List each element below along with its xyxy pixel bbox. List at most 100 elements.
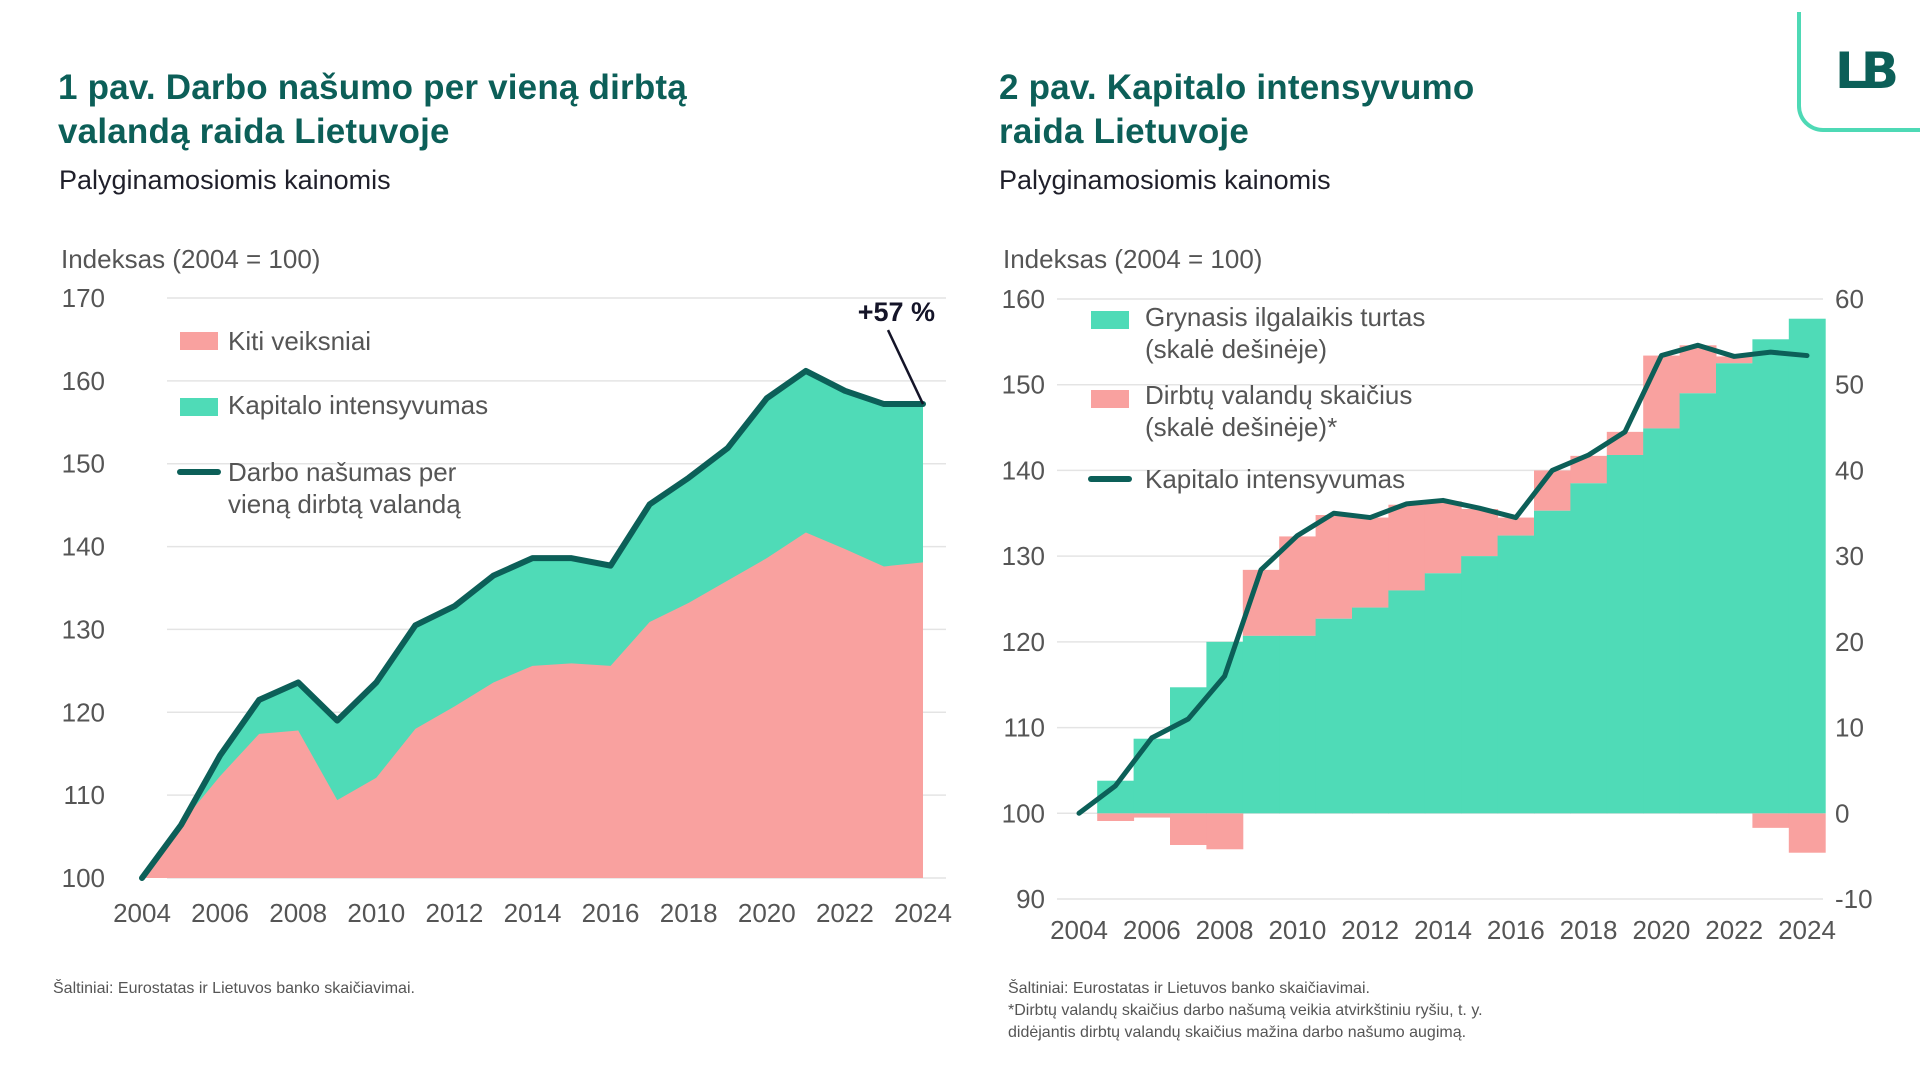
bar-dirbtu-valandu	[1606, 431, 1644, 455]
annotation-label: +57 %	[858, 297, 935, 327]
annotation-leader	[886, 329, 925, 405]
x-tick-label: 2010	[347, 898, 405, 928]
bar-grynasis-turtas	[1315, 618, 1353, 814]
y-tick-label-right: 40	[1835, 455, 1864, 485]
bar-dirbtu-valandu	[1315, 515, 1353, 619]
right-footnote-line: *Dirbtų valandų skaičius darbo našumą ve…	[1008, 1002, 1483, 1019]
y-tick-label-left: 120	[1002, 627, 1045, 657]
y-tick-label: 150	[62, 449, 105, 479]
left-chart: 100 110 120 130 140 150 160 170 2004 2006 2008 2010…	[62, 283, 952, 928]
y-tick-label-right: 30	[1835, 541, 1864, 571]
x-tick-label: 2012	[1341, 915, 1399, 945]
bar-grynasis-turtas	[1752, 339, 1790, 814]
bar-grynasis-turtas	[1788, 318, 1826, 814]
left-title-line2: valandą raida Lietuvoje	[58, 112, 450, 151]
bar-grynasis-turtas	[1388, 590, 1426, 814]
right-title-line1: 2 pav. Kapitalo intensyvumo	[999, 68, 1475, 107]
y-tick-label-left: 90	[1016, 884, 1045, 914]
x-tick-label: 2006	[1123, 915, 1181, 945]
legend-label: (skalė dešinėje)	[1145, 334, 1327, 364]
y-tick-label-left: 110	[1004, 713, 1045, 743]
legend-label: Kiti veiksniai	[228, 326, 371, 356]
lietuvos-bankas-logo-icon: LB	[1797, 12, 1920, 132]
bar-grynasis-turtas	[1461, 556, 1499, 814]
bar-dirbtu-valandu	[1352, 517, 1389, 608]
bar-dirbtu-valandu	[1133, 813, 1171, 818]
x-tick-label: 2014	[1414, 915, 1472, 945]
legend-label: vieną dirbtą valandą	[228, 489, 461, 519]
bar-dirbtu-valandu	[1679, 345, 1717, 394]
y-tick-label: 160	[62, 366, 105, 396]
area-kiti-veiksniai	[142, 532, 923, 878]
logo-text: LB	[1835, 42, 1899, 100]
bar-dirbtu-valandu	[1170, 813, 1207, 845]
bar-grynasis-turtas	[1133, 738, 1171, 814]
right-footnote-line: Šaltiniai: Eurostatas ir Lietuvos banko …	[1008, 980, 1370, 997]
x-tick-label: 2008	[1196, 915, 1254, 945]
bar-grynasis-turtas	[1643, 428, 1681, 814]
bar-grynasis-turtas	[1497, 535, 1535, 814]
legend-label: (skalė dešinėje)*	[1145, 412, 1337, 442]
y-tick-label-right: 10	[1835, 713, 1864, 743]
bar-grynasis-turtas	[1606, 455, 1644, 814]
x-tick-label: 2012	[425, 898, 483, 928]
y-tick-label-right: -10	[1835, 884, 1873, 914]
y-tick-label: 130	[62, 614, 105, 644]
y-tick-label: 110	[64, 780, 105, 810]
x-tick-label: 2006	[191, 898, 249, 928]
bar-dirbtu-valandu	[1388, 504, 1426, 591]
y-tick-label-left: 160	[1002, 284, 1045, 314]
x-tick-label: 2004	[1050, 915, 1108, 945]
y-tick-label-left: 100	[1002, 798, 1045, 828]
legend-swatch-dirbtu-valandu	[1091, 390, 1129, 408]
x-tick-label: 2008	[269, 898, 327, 928]
bar-dirbtu-valandu	[1788, 813, 1826, 853]
legend-label: Dirbtų valandų skaičius	[1145, 380, 1412, 410]
y-tick-label-left: 140	[1002, 455, 1045, 485]
y-tick-label-right: 50	[1835, 370, 1864, 400]
right-footnote: Šaltiniai: Eurostatas ir Lietuvos banko …	[1008, 978, 1483, 1044]
left-chart-subtitle: Palyginamosiomis kainomis	[59, 165, 391, 195]
bar-grynasis-turtas	[1242, 635, 1280, 814]
left-chart-title: 1 pav. Darbo našumo per vieną dirbtą val…	[58, 66, 687, 154]
bar-dirbtu-valandu	[1461, 509, 1499, 557]
bar-dirbtu-valandu	[1752, 813, 1790, 828]
x-tick-label: 2022	[816, 898, 874, 928]
x-tick-label: 2016	[1487, 915, 1545, 945]
right-chart-title: 2 pav. Kapitalo intensyvumo raida Lietuv…	[999, 66, 1474, 154]
bar-grynasis-turtas	[1206, 641, 1244, 814]
bar-dirbtu-valandu	[1097, 813, 1135, 821]
bar-dirbtu-valandu	[1279, 536, 1317, 636]
legend-label: Kapitalo intensyvumas	[228, 390, 488, 420]
x-tick-label: 2024	[894, 898, 952, 928]
y-tick-label-right: 20	[1835, 627, 1864, 657]
y-tick-label-right: 60	[1835, 284, 1864, 314]
bar-grynasis-turtas	[1352, 607, 1389, 814]
right-footnote-line: didėjantis dirbtų valandų skaičius mažin…	[1008, 1024, 1467, 1041]
bar-dirbtu-valandu	[1534, 470, 1571, 511]
y-tick-label: 120	[62, 697, 105, 727]
line-darbo-nasumas	[139, 367, 926, 881]
x-tick-label: 2016	[582, 898, 640, 928]
bar-grynasis-turtas	[1716, 363, 1753, 814]
bar-grynasis-turtas	[1570, 483, 1608, 814]
legend-label: Kapitalo intensyvumas	[1145, 464, 1405, 494]
x-tick-label: 2024	[1778, 915, 1836, 945]
bar-dirbtu-valandu	[1424, 501, 1462, 574]
legend-swatch-grynasis-turtas	[1091, 311, 1129, 329]
bar-grynasis-turtas	[1424, 573, 1462, 814]
bar-grynasis-turtas	[1679, 393, 1717, 814]
x-tick-label: 2010	[1268, 915, 1326, 945]
legend-label: Darbo našumas per	[228, 457, 457, 487]
y-tick-label-left: 150	[1002, 370, 1045, 400]
y-tick-label: 140	[62, 532, 105, 562]
y-tick-label-left: 130	[1002, 541, 1045, 571]
right-chart-subtitle: Palyginamosiomis kainomis	[999, 165, 1331, 195]
bar-dirbtu-valandu	[1206, 813, 1244, 850]
legend-swatch-kapitalo-intensyvumas	[180, 398, 218, 416]
left-title-line1: 1 pav. Darbo našumo per vieną dirbtą	[58, 68, 687, 107]
y-tick-label: 170	[62, 283, 105, 313]
x-tick-label: 2004	[113, 898, 171, 928]
bar-grynasis-turtas	[1170, 687, 1207, 814]
x-tick-label: 2022	[1705, 915, 1763, 945]
